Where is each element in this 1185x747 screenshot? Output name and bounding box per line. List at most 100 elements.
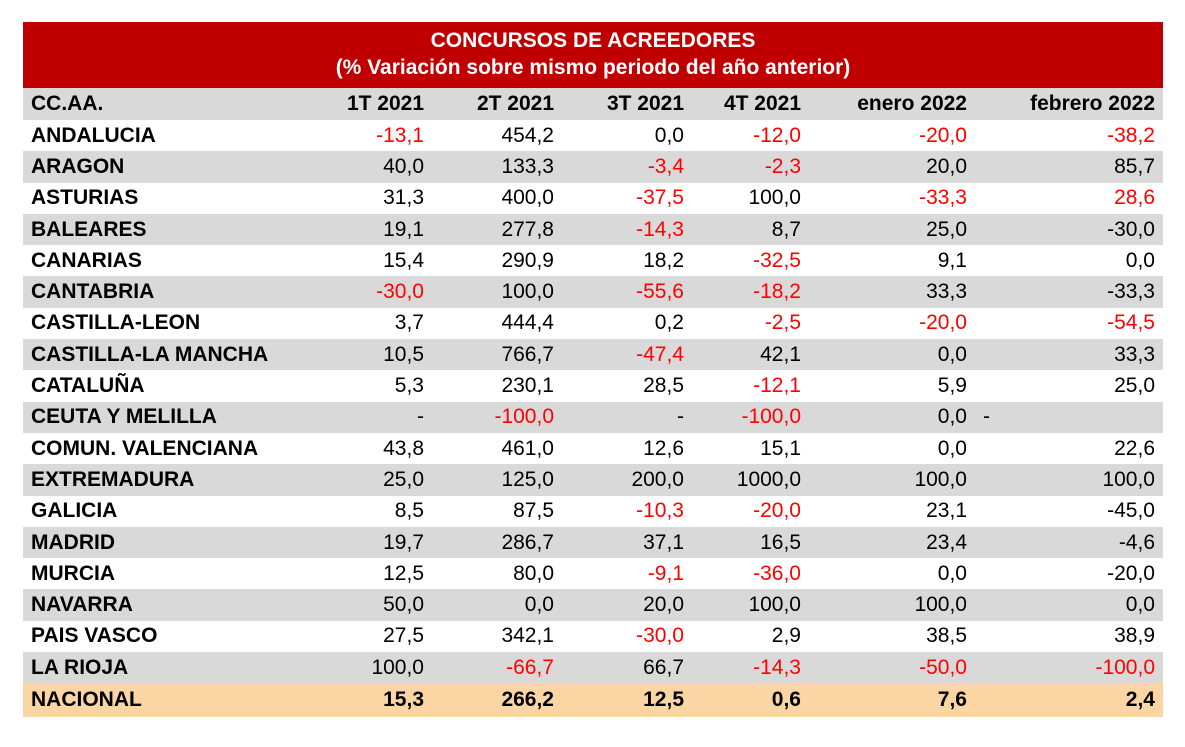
value-cell: -10,3 bbox=[636, 499, 684, 523]
value-cell: 342,1 bbox=[501, 624, 554, 648]
value-cell: 461,0 bbox=[501, 436, 554, 460]
value-cell: -20,0 bbox=[753, 499, 801, 523]
value-cell: -33,3 bbox=[975, 276, 1163, 308]
region-name: ANDALUCIA bbox=[31, 123, 156, 147]
value-cell: 10,5 bbox=[321, 339, 432, 371]
table-row: CANTABRIA -30,0 100,0 -55,6 -18,2 33,3 -33,3 bbox=[23, 276, 1163, 308]
value-cell: -30,0 bbox=[975, 213, 1163, 246]
table-row: COMUN. VALENCIANA 43,8 461,0 12,6 15,1 0,0 22,… bbox=[23, 433, 1163, 464]
value-cell: 19,1 bbox=[321, 213, 432, 246]
table-row: ASTURIAS 31,3 400,0 -37,5 100,0 -33,3 28,6 bbox=[23, 183, 1163, 214]
value-cell: 50,0 bbox=[321, 589, 432, 621]
value-cell: 23,1 bbox=[926, 499, 967, 523]
value-cell: 28,6 bbox=[1114, 186, 1155, 210]
value-cell: 0,2 bbox=[654, 311, 684, 335]
value-cell: 85,7 bbox=[975, 151, 1163, 183]
table-subtitle: (% Variación sobre mismo periodo del año… bbox=[335, 56, 851, 79]
table-row: CEUTA Y MELILLA - -100,0- -100,0 0,0- bbox=[23, 401, 1163, 433]
header-row: CC.AA. 1T 2021 2T 2021 3T 2021 4T 2021 e… bbox=[23, 88, 1163, 120]
value-cell: -20,0 bbox=[919, 123, 967, 147]
value-cell: -45,0 bbox=[1107, 499, 1155, 523]
value-cell: 66,7 bbox=[562, 652, 692, 684]
value-cell: 100,0 bbox=[809, 589, 975, 621]
table-row: CANARIAS 15,4 290,9 18,2 -32,5 9,1 0,0 bbox=[23, 245, 1163, 276]
table-row: CASTILLA-LA MANCHA 10,5 766,7 -47,4 42,1 0,0 3… bbox=[23, 339, 1163, 371]
region-name: CANTABRIA bbox=[23, 276, 321, 308]
column-header-4t-2021: 4T 2021 bbox=[692, 88, 809, 120]
value-cell: 454,2 bbox=[501, 123, 554, 147]
value-cell: 18,2 bbox=[643, 248, 684, 272]
table-row: LA RIOJA 100,0 -66,7 66,7 -14,3 -50,0 -100,0 bbox=[23, 652, 1163, 684]
value-cell: 43,8 bbox=[383, 436, 424, 460]
value-cell: -12,1 bbox=[753, 374, 801, 398]
value-cell: 33,3 bbox=[975, 339, 1163, 371]
value-cell: 16,5 bbox=[692, 526, 809, 559]
total-value-cell: 12,5 bbox=[562, 683, 692, 718]
value-cell: -2,5 bbox=[764, 311, 801, 335]
value-cell: 8,7 bbox=[692, 213, 809, 246]
value-cell: -20,0 bbox=[1107, 561, 1155, 585]
value-cell: 286,7 bbox=[432, 526, 562, 559]
value-cell: 20,0 bbox=[809, 151, 975, 183]
value-cell: 100,0 bbox=[809, 464, 975, 496]
value-cell: 31,3 bbox=[383, 186, 424, 210]
column-header-febrero-2022: febrero 2022 bbox=[975, 88, 1163, 120]
value-cell: 0,0 bbox=[809, 401, 975, 433]
value-cell: -14,3 bbox=[562, 213, 692, 246]
column-header-enero-2022: enero 2022 bbox=[809, 88, 975, 120]
value-cell: -66,7 bbox=[432, 652, 562, 684]
table-row: MADRID 19,7 286,7 37,1 16,5 23,4 -4,6 bbox=[23, 526, 1163, 559]
column-header-2t-2021: 2T 2021 bbox=[432, 88, 562, 120]
value-cell: 25,0 bbox=[321, 464, 432, 496]
value-cell: 100,0 bbox=[975, 464, 1163, 496]
region-name: CANARIAS bbox=[31, 248, 142, 272]
value-cell: - bbox=[321, 401, 432, 433]
value-cell: 100,0 bbox=[748, 186, 801, 210]
value-cell: 42,1 bbox=[692, 339, 809, 371]
region-name: MURCIA bbox=[31, 561, 115, 585]
table-row: CATALUÑA 5,3 230,1 28,5 -12,1 5,9 25,0 bbox=[23, 370, 1163, 401]
value-cell: 3,7 bbox=[394, 311, 424, 335]
region-name: PAIS VASCO bbox=[31, 624, 158, 648]
value-cell: 230,1 bbox=[501, 374, 554, 398]
value-cell: 27,5 bbox=[383, 624, 424, 648]
value-cell: 0,0 bbox=[809, 339, 975, 371]
region-name: ASTURIAS bbox=[31, 186, 139, 210]
table-title: CONCURSOS DE ACREEDORES bbox=[430, 29, 756, 52]
total-label: NACIONAL bbox=[23, 683, 321, 718]
table-row: MURCIA 12,5 80,0 -9,1 -36,0 0,0 -20,0 bbox=[23, 558, 1163, 589]
value-cell: 444,4 bbox=[501, 311, 554, 335]
value-cell: 38,5 bbox=[926, 624, 967, 648]
table-row: GALICIA 8,5 87,5 -10,3 -20,0 23,1 -45,0 bbox=[23, 496, 1163, 527]
value-cell: -2,3 bbox=[692, 151, 809, 183]
value-cell: 9,1 bbox=[937, 248, 967, 272]
value-cell: 38,9 bbox=[1114, 624, 1155, 648]
value-cell: 28,5 bbox=[643, 374, 684, 398]
region-name: LA RIOJA bbox=[23, 652, 321, 684]
value-cell: -32,5 bbox=[753, 248, 801, 272]
value-cell: -37,5 bbox=[636, 186, 684, 210]
value-cell: 0,0 bbox=[937, 561, 967, 585]
region-name: MADRID bbox=[23, 526, 321, 559]
value-cell: - bbox=[562, 401, 692, 433]
table-row: ARAGON 40,0 133,3 -3,4 -2,3 20,0 85,7 bbox=[23, 151, 1163, 183]
value-cell: 40,0 bbox=[321, 151, 432, 183]
value-cell: 33,3 bbox=[809, 276, 975, 308]
column-header-1t-2021: 1T 2021 bbox=[321, 88, 432, 120]
value-cell: 19,7 bbox=[321, 526, 432, 559]
table-row: ANDALUCIA -13,1 454,2 0,0 -12,0 -20,0 -38,2 bbox=[23, 120, 1163, 151]
value-cell: 400,0 bbox=[501, 186, 554, 210]
value-cell: 87,5 bbox=[513, 499, 554, 523]
region-name: NAVARRA bbox=[23, 589, 321, 621]
value-cell: 290,9 bbox=[501, 248, 554, 272]
column-header-region: CC.AA. bbox=[23, 88, 321, 120]
value-cell: -50,0 bbox=[809, 652, 975, 684]
value-cell: -9,1 bbox=[647, 561, 684, 585]
value-cell: - bbox=[975, 401, 1163, 433]
value-cell: -100,0 bbox=[432, 401, 562, 433]
region-name: CEUTA Y MELILLA bbox=[23, 401, 321, 433]
value-cell: -38,2 bbox=[1107, 123, 1155, 147]
value-cell: 100,0 bbox=[692, 589, 809, 621]
value-cell: 25,0 bbox=[809, 213, 975, 246]
value-cell: 0,0 bbox=[654, 123, 684, 147]
